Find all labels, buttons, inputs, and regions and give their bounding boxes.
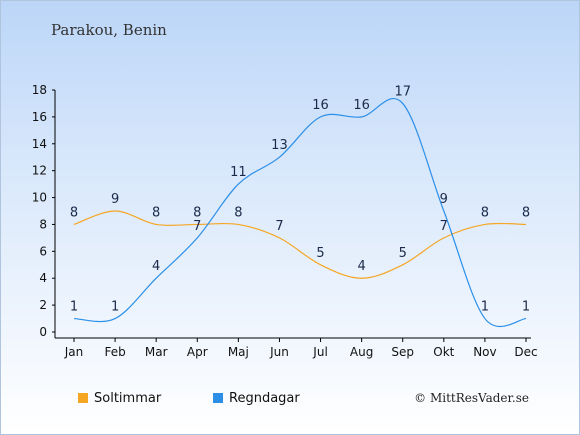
x-tick-label-Sep: Sep [391, 345, 414, 359]
x-tick-label-Apr: Apr [187, 345, 208, 359]
x-tick-label-Nov: Nov [473, 345, 496, 359]
y-tick-label-18: 18 [32, 83, 47, 97]
legend-label-sun: Soltimmar [94, 391, 162, 406]
y-tick-label-10: 10 [32, 191, 47, 205]
location-title: Parakou, Benin [51, 21, 167, 39]
data-label-sun-Dec: 8 [522, 205, 530, 220]
data-label-rain-Okt: 9 [440, 192, 448, 207]
data-label-sun-Sep: 5 [399, 246, 407, 261]
data-label-sun-Okt: 7 [440, 219, 448, 234]
rain-swatch [213, 393, 223, 403]
data-label-rain-Maj: 11 [230, 165, 247, 180]
y-tick-label-6: 6 [39, 244, 47, 258]
data-label-sun-Feb: 9 [111, 192, 119, 207]
legend-item-sun: Soltimmar [78, 391, 161, 406]
data-label-rain-Aug: 16 [353, 98, 370, 113]
legend-item-rain: Regndagar [213, 391, 300, 406]
x-tick-label-Jun: Jun [269, 345, 289, 359]
data-label-sun-Aug: 4 [357, 259, 365, 274]
y-tick-label-8: 8 [39, 217, 47, 231]
y-tick-label-2: 2 [39, 298, 47, 312]
site-credit: © MittResVader.se [414, 391, 529, 405]
y-tick-label-0: 0 [39, 325, 47, 339]
data-label-rain-Dec: 1 [522, 300, 530, 315]
series-line-rain [73, 97, 527, 328]
data-label-rain-Feb: 1 [111, 300, 119, 315]
data-label-sun-Mar: 8 [152, 205, 160, 220]
legend-label-rain: Regndagar [229, 391, 300, 406]
data-label-rain-Apr: 7 [193, 219, 201, 234]
data-label-sun-Maj: 8 [234, 205, 242, 220]
x-tick-label-Feb: Feb [104, 345, 125, 359]
data-label-rain-Mar: 4 [152, 259, 160, 274]
x-tick-label-Okt: Okt [433, 345, 454, 359]
x-tick-label-Jul: Jul [312, 345, 327, 359]
data-label-rain-Jun: 13 [271, 138, 288, 153]
series-line-sun [73, 210, 527, 279]
data-label-rain-Jan: 1 [70, 300, 78, 315]
y-tick-label-12: 12 [32, 164, 47, 178]
data-label-rain-Sep: 17 [394, 84, 411, 99]
data-label-sun-Jul: 5 [316, 246, 324, 261]
x-tick-label-Mar: Mar [145, 345, 168, 359]
data-label-sun-Apr: 8 [193, 205, 201, 220]
y-tick-label-4: 4 [39, 271, 47, 285]
sun-swatch [78, 393, 88, 403]
data-label-rain-Jul: 16 [312, 98, 329, 113]
data-label-sun-Jun: 7 [275, 219, 283, 234]
series-lines [73, 97, 527, 328]
data-label-sun-Jan: 8 [70, 205, 78, 220]
data-label-rain-Nov: 1 [481, 300, 489, 315]
y-tick-label-16: 16 [32, 110, 47, 124]
data-label-sun-Nov: 8 [481, 205, 489, 220]
y-tick-label-14: 14 [32, 137, 47, 151]
x-tick-label-Aug: Aug [350, 345, 373, 359]
x-tick-label-Dec: Dec [514, 345, 537, 359]
x-tick-label-Maj: Maj [228, 345, 249, 359]
x-tick-label-Jan: Jan [64, 345, 84, 359]
